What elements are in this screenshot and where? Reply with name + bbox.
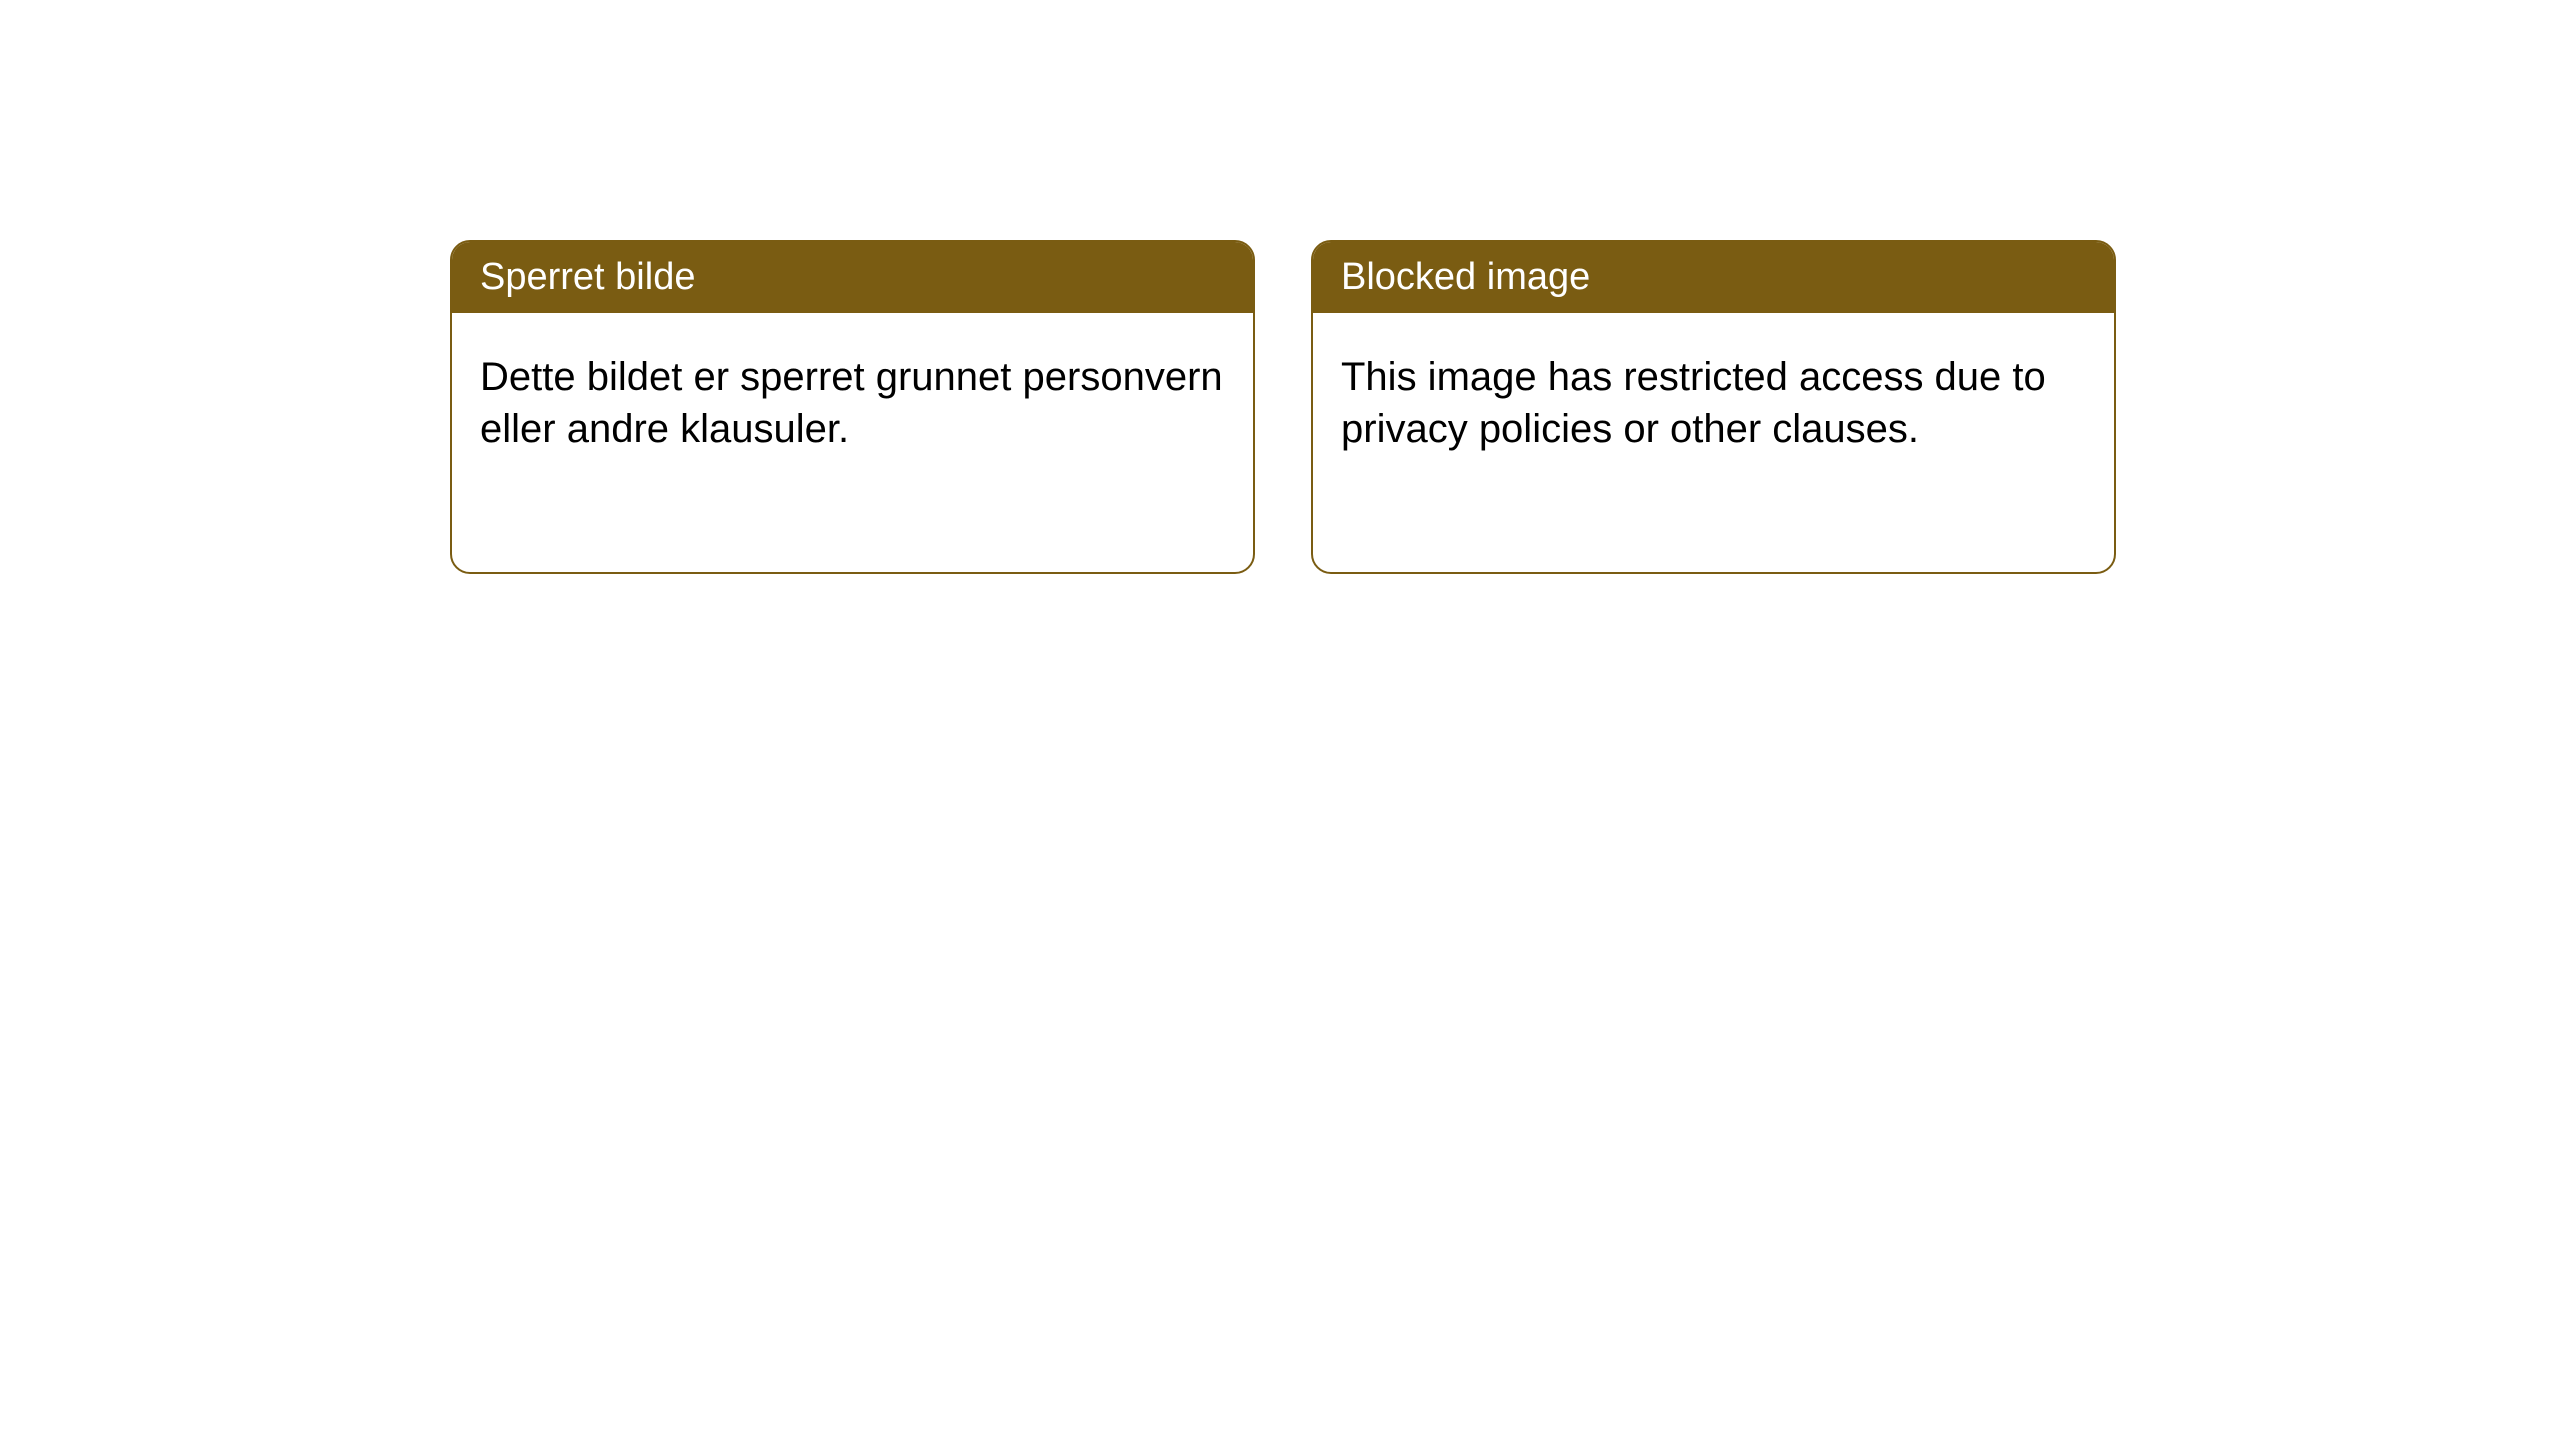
card-header: Sperret bilde [452, 242, 1253, 313]
blocked-image-notice-container: Sperret bilde Dette bildet er sperret gr… [0, 0, 2560, 574]
blocked-image-card-norwegian: Sperret bilde Dette bildet er sperret gr… [450, 240, 1255, 574]
card-title: Blocked image [1341, 256, 1590, 298]
card-body-text: Dette bildet er sperret grunnet personve… [480, 355, 1223, 451]
card-body: This image has restricted access due to … [1313, 313, 2114, 493]
card-title: Sperret bilde [480, 256, 695, 298]
card-header: Blocked image [1313, 242, 2114, 313]
card-body: Dette bildet er sperret grunnet personve… [452, 313, 1253, 493]
blocked-image-card-english: Blocked image This image has restricted … [1311, 240, 2116, 574]
card-body-text: This image has restricted access due to … [1341, 355, 2046, 451]
